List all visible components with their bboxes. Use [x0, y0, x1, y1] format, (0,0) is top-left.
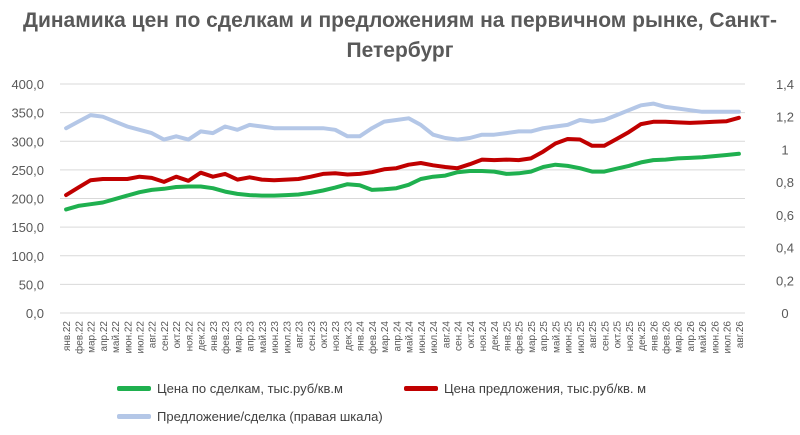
x-tick-label: июн.25: [564, 321, 575, 354]
x-tick-label: сен.25: [600, 321, 611, 351]
x-tick-label: май.22: [111, 321, 122, 353]
chart-title: Динамика цен по сделкам и предложениям н…: [22, 9, 777, 62]
left-tick-label: 250,0: [11, 163, 44, 178]
x-tick-label: мар.23: [233, 321, 244, 353]
x-tick-label: дек.23: [343, 321, 354, 351]
x-tick-label: июн.26: [710, 321, 721, 354]
x-tick-label: фев.23: [220, 321, 232, 354]
x-tick-label: ноя.24: [478, 321, 489, 352]
right-tick-label: 0,2: [776, 273, 794, 288]
x-tick-label: апр.22: [99, 321, 110, 352]
x-tick-label: июл.24: [429, 321, 440, 354]
legend-swatch-ratio: [117, 414, 151, 419]
right-tick-label: 1: [781, 142, 788, 157]
x-tick-label: дек.24: [490, 321, 501, 351]
x-tick-label: дек.22: [197, 321, 208, 351]
legend-item-deals: Цена по сделкам, тыс.руб/кв.м: [117, 381, 343, 396]
right-tick-label: 1,4: [776, 77, 794, 92]
x-tick-label: фев.26: [660, 321, 672, 354]
x-tick-label: янв.22: [62, 321, 73, 352]
x-tick-label: сен.23: [307, 321, 318, 351]
x-tick-label: июл.22: [136, 321, 147, 354]
x-tick-label: янв.26: [649, 321, 660, 352]
x-tick-label: ноя.23: [331, 321, 342, 352]
x-tick-label: май.26: [698, 321, 709, 353]
right-tick-label: 0,6: [776, 208, 794, 223]
right-tick-label: 1,2: [776, 110, 794, 125]
legend-label-ratio: Предложение/сделка (правая шкала): [157, 409, 383, 424]
right-tick-label: 0,8: [776, 175, 794, 190]
x-tick-label: сен.24: [454, 321, 465, 351]
x-tick-label: июл.23: [282, 321, 293, 354]
x-tick-label: мар.22: [87, 321, 98, 353]
x-tick-label: май.24: [405, 321, 416, 353]
x-tick-label: фев.22: [73, 321, 85, 354]
right-tick-label: 0: [781, 306, 788, 321]
left-tick-label: 350,0: [11, 106, 44, 121]
left-tick-label: 200,0: [11, 192, 44, 207]
x-tick-label: апр.26: [686, 321, 697, 352]
x-tick-label: май.23: [258, 321, 269, 353]
x-tick-label: июл.25: [576, 321, 587, 354]
x-tick-label: июн.23: [270, 321, 281, 354]
x-tick-label: мар.25: [527, 321, 538, 353]
left-tick-label: 400,0: [11, 77, 44, 92]
series-line-0: [64, 151, 741, 212]
left-tick-label: 150,0: [11, 220, 44, 235]
legend-swatch-deals: [117, 386, 151, 391]
x-tick-label: янв.24: [356, 321, 367, 352]
legend-swatch-offers: [404, 386, 438, 391]
x-tick-label: янв.25: [502, 321, 513, 352]
x-tick-label: окт.25: [613, 321, 624, 349]
x-tick-label: авг.25: [588, 321, 599, 349]
x-tick-label: авг.26: [735, 321, 746, 349]
left-tick-label: 100,0: [11, 249, 44, 264]
x-tick-label: фев.25: [514, 321, 526, 354]
series-line-2: [64, 101, 741, 142]
legend-label-deals: Цена по сделкам, тыс.руб/кв.м: [157, 381, 343, 396]
x-tick-label: окт.23: [319, 321, 330, 349]
x-tick-label: окт.22: [172, 321, 183, 349]
x-tick-label: июн.24: [417, 321, 428, 354]
left-tick-label: 300,0: [11, 134, 44, 149]
x-tick-label: мар.26: [674, 321, 685, 353]
x-tick-label: авг.24: [441, 321, 452, 349]
x-tick-label: окт.24: [466, 321, 477, 349]
x-tick-label: май.25: [551, 321, 562, 353]
x-tick-label: мар.24: [380, 321, 391, 353]
x-tick-label: апр.23: [246, 321, 257, 352]
legend-item-offers: Цена предложения, тыс.руб/кв. м: [404, 381, 646, 396]
series-line-1: [64, 115, 741, 198]
legend-item-ratio: Предложение/сделка (правая шкала): [117, 409, 383, 424]
x-tick-label: янв.23: [209, 321, 220, 352]
x-tick-label: ноя.22: [184, 321, 195, 352]
x-tick-label: авг.23: [295, 321, 306, 349]
x-tick-label: дек.25: [637, 321, 648, 351]
x-tick-label: апр.25: [539, 321, 550, 352]
x-tick-label: ноя.25: [625, 321, 636, 352]
x-tick-label: фев.24: [367, 321, 379, 354]
x-tick-label: апр.24: [392, 321, 403, 352]
left-tick-label: 0,0: [26, 306, 44, 321]
x-tick-label: сен.22: [160, 321, 171, 351]
x-tick-label: июн.22: [123, 321, 134, 354]
x-tick-label: июл.26: [723, 321, 734, 354]
right-tick-label: 0,4: [776, 241, 794, 256]
x-tick-label: авг.22: [148, 321, 159, 349]
left-tick-label: 50,0: [19, 277, 44, 292]
legend-label-offers: Цена предложения, тыс.руб/кв. м: [444, 381, 647, 396]
